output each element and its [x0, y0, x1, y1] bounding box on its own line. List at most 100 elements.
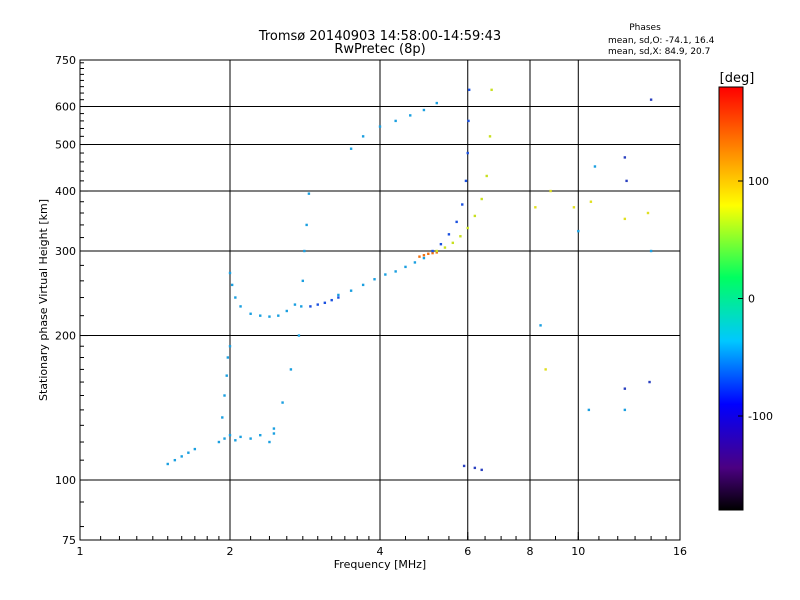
data-point [373, 278, 376, 281]
data-point [303, 249, 306, 253]
data-point [490, 88, 493, 92]
data-point [422, 108, 426, 112]
chart-subtitle: RwPretec (8p) [334, 42, 425, 57]
data-point [193, 447, 197, 451]
data-point [459, 235, 462, 238]
data-point [361, 135, 365, 138]
data-point [234, 439, 237, 442]
data-point [300, 305, 303, 308]
data-point [431, 249, 434, 253]
data-point [239, 305, 242, 308]
x-axis-label: Frequency [MHz] [334, 558, 426, 571]
data-point [427, 252, 430, 256]
y-axis-ticks: 75 100 200 300 400 500 600 750 [55, 54, 88, 547]
y-tick-label: 75 [62, 534, 76, 547]
data-point [309, 305, 312, 308]
data-point [466, 226, 469, 230]
data-point [413, 261, 417, 264]
data-point [297, 334, 301, 337]
data-point [435, 251, 438, 254]
data-point [488, 135, 492, 138]
colorbar-tick-label: 100 [748, 175, 769, 188]
data-point [228, 271, 232, 275]
y-tick-label: 300 [55, 245, 76, 258]
data-point [268, 440, 271, 444]
data-point [577, 229, 580, 233]
data-point [447, 233, 451, 236]
data-point [648, 380, 651, 384]
x-tick-label: 1 [77, 545, 84, 558]
data-point [249, 437, 252, 440]
x-tick-label: 2 [227, 545, 234, 558]
x-tick-label: 8 [527, 545, 534, 558]
data-point [277, 314, 280, 317]
data-point [225, 374, 228, 377]
data-point [228, 433, 232, 437]
data-point [485, 174, 488, 178]
data-point [431, 251, 434, 255]
stats-heading: Phases [629, 23, 661, 33]
chart-title: Tromsø 20140903 14:58:00-14:59:43 [258, 29, 501, 44]
data-point [187, 451, 190, 454]
stats-o-line: mean, sd,O: -74.1, 16.4 [608, 36, 715, 46]
data-point [226, 356, 230, 359]
data-point [217, 440, 221, 444]
data-point [404, 265, 407, 269]
data-point [461, 203, 464, 206]
data-point [180, 455, 183, 458]
data-point [572, 206, 576, 209]
data-point [349, 289, 353, 292]
data-point [587, 408, 591, 412]
data-point [394, 270, 397, 273]
data-point [473, 466, 477, 470]
data-point [307, 192, 311, 195]
y-tick-label: 400 [55, 185, 76, 198]
y-tick-label: 500 [55, 139, 76, 152]
data-point [281, 401, 284, 404]
data-point [625, 179, 628, 183]
data-point [301, 279, 305, 283]
data-point [649, 249, 653, 253]
data-point [646, 211, 650, 215]
plot-points [166, 88, 653, 472]
data-point [239, 435, 242, 439]
data-point [544, 368, 547, 371]
data-point [384, 273, 387, 276]
data-point [649, 98, 653, 101]
data-point [316, 303, 319, 306]
data-point [268, 315, 271, 318]
data-point [623, 387, 627, 390]
data-point [451, 241, 455, 245]
data-point [361, 283, 365, 287]
stats-x-line: mean, sd,X: 84.9, 20.7 [608, 47, 710, 57]
x-axis-ticks: 1 2 4 6 8 10 16 [77, 532, 687, 558]
data-point [330, 298, 333, 302]
y-tick-label: 200 [55, 330, 76, 343]
data-point [166, 462, 169, 466]
data-point [539, 324, 542, 327]
data-point [223, 394, 226, 397]
colorbar-tick-label: -100 [748, 410, 773, 423]
data-point [593, 165, 597, 168]
data-point [623, 408, 627, 412]
data-point [462, 464, 466, 468]
data-point [418, 255, 421, 258]
data-point [349, 147, 353, 150]
data-point [466, 151, 469, 155]
data-point [293, 303, 297, 306]
data-point [221, 416, 224, 419]
data-point [480, 468, 483, 472]
data-point [337, 296, 340, 299]
data-point [285, 309, 288, 313]
x-tick-label: 4 [377, 545, 384, 558]
data-point [422, 254, 426, 257]
data-point [623, 217, 627, 221]
data-point [173, 458, 177, 462]
data-point [249, 312, 252, 315]
data-point [228, 345, 232, 348]
y-axis-label: Stationary phase Virtual Height [km] [37, 199, 50, 401]
data-point [473, 214, 477, 218]
plot-grid [80, 60, 680, 540]
colorbar-tick-label: 0 [748, 293, 755, 306]
